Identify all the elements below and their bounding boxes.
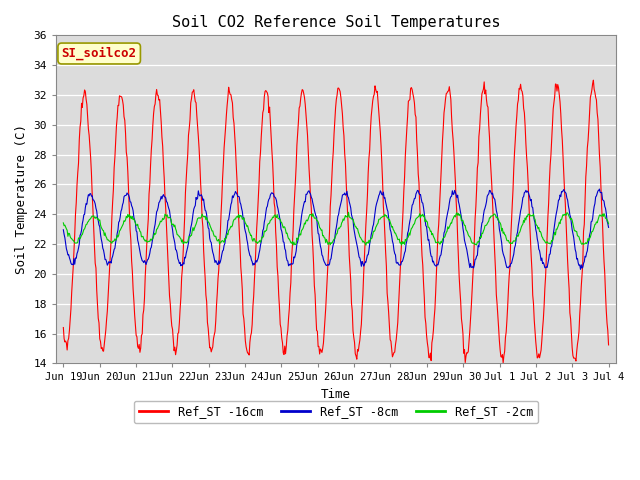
Line: Ref_ST -2cm: Ref_ST -2cm [63, 212, 609, 245]
Ref_ST -8cm [577, 266, 584, 272]
Ref_ST -8cm [60, 227, 67, 233]
Ref_ST -16cm [418, 252, 426, 258]
Ref_ST -2cm [404, 235, 412, 241]
Ref_ST -16cm [589, 77, 597, 83]
Ref_ST -16cm [210, 336, 218, 342]
X-axis label: Time: Time [321, 388, 351, 401]
Ref_ST -2cm [60, 220, 67, 226]
Ref_ST -2cm [181, 239, 189, 245]
Ref_ST -8cm [210, 252, 218, 258]
Ref_ST -2cm [69, 238, 77, 243]
Ref_ST -2cm [125, 212, 133, 217]
Ref_ST -2cm [344, 209, 352, 215]
Ref_ST -16cm [60, 324, 67, 330]
Ref_ST -8cm [596, 186, 604, 192]
Ref_ST -2cm [362, 242, 370, 248]
Title: Soil CO2 Reference Soil Temperatures: Soil CO2 Reference Soil Temperatures [172, 15, 500, 30]
Ref_ST -8cm [181, 254, 189, 260]
Ref_ST -8cm [605, 225, 612, 230]
Ref_ST -16cm [403, 139, 410, 144]
Ref_ST -8cm [125, 194, 133, 200]
Ref_ST -16cm [605, 342, 612, 348]
Ref_ST -8cm [418, 200, 426, 205]
Ref_ST -2cm [210, 231, 218, 237]
Ref_ST -16cm [499, 360, 507, 366]
Y-axis label: Soil Temperature (C): Soil Temperature (C) [15, 124, 28, 275]
Ref_ST -8cm [69, 262, 77, 268]
Line: Ref_ST -8cm: Ref_ST -8cm [63, 189, 609, 269]
Ref_ST -16cm [69, 264, 77, 270]
Legend: Ref_ST -16cm, Ref_ST -8cm, Ref_ST -2cm: Ref_ST -16cm, Ref_ST -8cm, Ref_ST -2cm [134, 401, 538, 423]
Ref_ST -2cm [605, 221, 612, 227]
Line: Ref_ST -16cm: Ref_ST -16cm [63, 80, 609, 363]
Text: SI_soilco2: SI_soilco2 [61, 47, 137, 60]
Ref_ST -16cm [125, 207, 133, 213]
Ref_ST -16cm [181, 214, 189, 220]
Ref_ST -8cm [403, 241, 410, 247]
Ref_ST -2cm [420, 214, 428, 219]
